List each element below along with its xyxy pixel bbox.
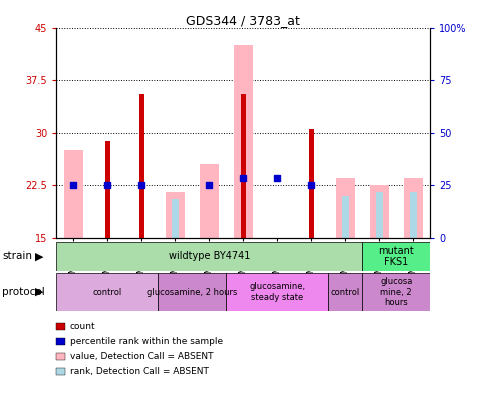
Text: glucosamine,
steady state: glucosamine, steady state: [249, 282, 305, 302]
Bar: [171, 199, 179, 238]
Bar: [240, 94, 245, 238]
Bar: [158, 273, 226, 311]
Text: percentile rank within the sample: percentile rank within the sample: [70, 337, 223, 346]
Text: ▶: ▶: [35, 251, 43, 261]
Bar: [104, 141, 110, 238]
Text: wildtype BY4741: wildtype BY4741: [168, 251, 249, 261]
Text: mutant
FKS1: mutant FKS1: [378, 246, 413, 267]
Bar: [375, 192, 382, 238]
Text: strain: strain: [2, 251, 32, 261]
Bar: [138, 94, 143, 238]
Bar: [335, 178, 354, 238]
Text: control: control: [92, 287, 122, 297]
Title: GDS344 / 3783_at: GDS344 / 3783_at: [186, 13, 300, 27]
Bar: [403, 178, 422, 238]
Text: control: control: [330, 287, 359, 297]
Bar: [64, 150, 82, 238]
Bar: [308, 129, 313, 238]
Text: protocol: protocol: [2, 287, 45, 297]
Text: rank, Detection Call = ABSENT: rank, Detection Call = ABSENT: [70, 367, 208, 376]
Bar: [56, 242, 362, 271]
Bar: [327, 273, 362, 311]
Bar: [56, 273, 158, 311]
Text: glucosamine, 2 hours: glucosamine, 2 hours: [147, 287, 237, 297]
Bar: [233, 45, 252, 238]
Bar: [226, 273, 327, 311]
Bar: [362, 242, 429, 271]
Text: count: count: [70, 322, 95, 331]
Bar: [165, 192, 184, 238]
Bar: [409, 192, 416, 238]
Text: glucosa
mine, 2
hours: glucosa mine, 2 hours: [379, 277, 412, 307]
Bar: [341, 196, 348, 238]
Text: ▶: ▶: [35, 287, 43, 297]
Bar: [369, 185, 388, 238]
Bar: [200, 164, 218, 238]
Bar: [362, 273, 429, 311]
Text: value, Detection Call = ABSENT: value, Detection Call = ABSENT: [70, 352, 213, 361]
